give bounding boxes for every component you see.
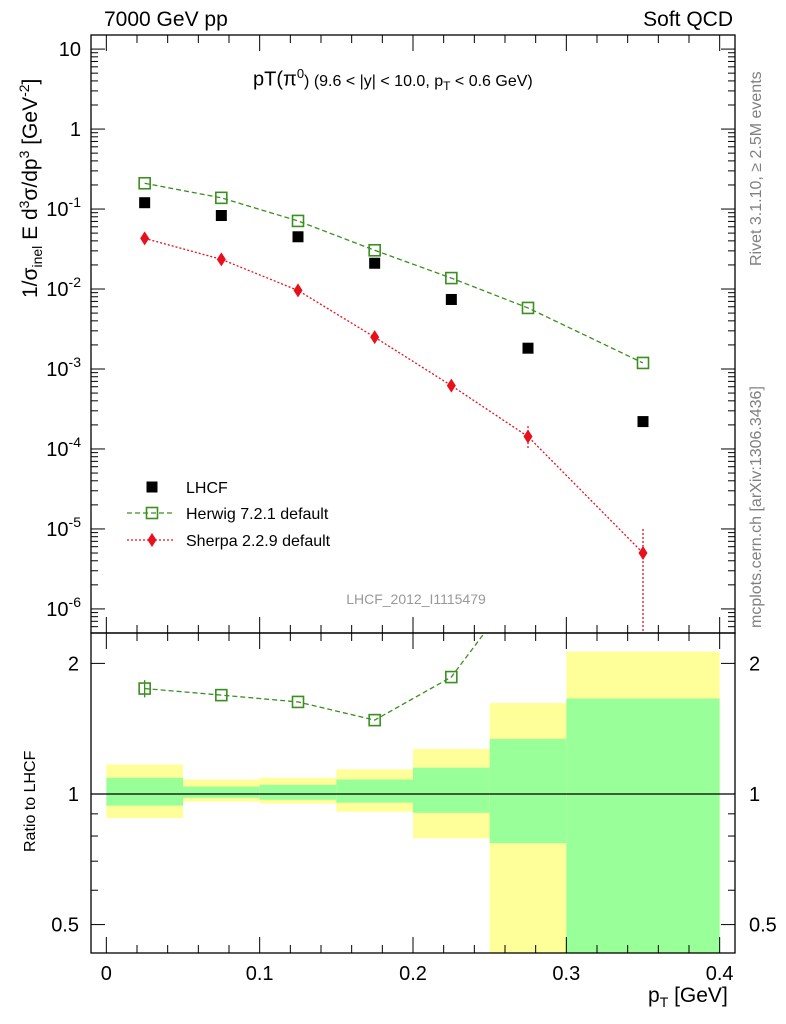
ratio-point	[445, 670, 458, 684]
legend-label: LHCF	[186, 480, 228, 497]
y-tick-label: 10-1	[46, 194, 81, 221]
legend-label: Sherpa 2.2.9 default	[186, 533, 331, 550]
x-tick-label: 0	[101, 963, 112, 985]
band-green	[259, 784, 337, 800]
ratio-series-0	[138, 471, 649, 727]
data-point	[523, 429, 533, 444]
header-right: Soft QCD	[643, 8, 733, 31]
mcplots-label: mcplots.cern.ch [arXiv:1306.3436]	[748, 386, 765, 628]
legend: LHCF Herwig 7.2.1 default Sherpa 2.2.9 def…	[127, 480, 331, 550]
data-point	[370, 330, 380, 345]
x-axis-title: pT [GeV]	[648, 984, 728, 1011]
ratio-point	[638, 471, 649, 482]
data-point	[636, 356, 650, 370]
legend-item: Herwig 7.2.1 default	[127, 506, 329, 523]
legend-item: Sherpa 2.2.9 default	[127, 533, 331, 550]
legend-item: LHCF	[146, 480, 228, 497]
rivet-label: Rivet 3.1.10, ≥ 2.5M events	[748, 71, 765, 266]
band-green	[106, 777, 183, 806]
legend-marker	[146, 481, 158, 493]
data-point	[522, 342, 534, 354]
data-point	[291, 214, 305, 228]
ratio-point	[215, 688, 228, 702]
y-tick-label: 1	[70, 119, 81, 141]
x-tick-label: 0.3	[552, 963, 580, 985]
data-point	[637, 416, 649, 428]
ratio-y-tick-label-left: 0.5	[51, 915, 79, 937]
analysis-watermark: LHCF_2012_I1115479	[346, 591, 486, 607]
series-1	[138, 176, 650, 370]
series-0	[139, 197, 649, 428]
ratio-line	[144, 633, 486, 721]
data-point	[446, 378, 456, 393]
data-point	[445, 271, 458, 285]
series-line	[144, 182, 644, 364]
x-tick-label: 0.1	[246, 963, 274, 985]
y-tick-label: 10	[59, 39, 81, 61]
header-left: 7000 GeV pp	[104, 8, 228, 31]
data-point	[368, 243, 381, 257]
x-tick-label: 0.2	[399, 963, 427, 985]
series-2	[140, 231, 648, 633]
ratio-point	[291, 695, 305, 709]
data-point	[369, 257, 381, 269]
ratio-y-tick-label-left: 1	[68, 784, 79, 806]
x-tick-label: 0.4	[706, 963, 734, 985]
data-point	[138, 176, 151, 190]
main-series-layer	[138, 176, 650, 633]
ratio-y-tick-label-left: 2	[68, 653, 79, 675]
band-green	[566, 698, 720, 953]
legend-marker	[145, 506, 159, 520]
ratio-bands	[106, 651, 720, 953]
y-tick-label: 10-4	[46, 434, 81, 461]
ratio-point	[523, 569, 534, 580]
data-point	[445, 293, 457, 305]
y-tick-label: 10-6	[46, 594, 81, 621]
band-green	[336, 779, 413, 803]
data-point	[292, 231, 304, 243]
main-y-axis-title: 1/σinel E d3σ/dp3 [GeV-2]	[16, 78, 46, 298]
ratio-y-tick-label-right: 0.5	[749, 915, 777, 937]
data-point	[215, 191, 228, 205]
ratio-point	[368, 713, 381, 727]
y-tick-label: 10-2	[46, 274, 81, 301]
ratio-y-tick-label-right: 2	[749, 653, 760, 675]
band-green	[489, 738, 567, 844]
data-point	[139, 197, 151, 209]
band-green	[413, 767, 490, 813]
legend-label: Herwig 7.2.1 default	[186, 506, 329, 523]
data-point	[215, 210, 227, 222]
ratio-series-layer	[138, 471, 649, 727]
ratio-y-axis-title: Ratio to LHCF	[22, 750, 39, 852]
data-point	[521, 301, 535, 315]
data-point	[638, 546, 648, 561]
ratio-point	[138, 682, 151, 695]
legend-marker	[147, 533, 157, 547]
data-point	[293, 283, 303, 298]
y-tick-label: 10-3	[46, 354, 81, 381]
data-point	[216, 252, 226, 267]
band-green	[183, 786, 260, 798]
ratio-y-tick-label-right: 1	[749, 784, 760, 806]
y-tick-label: 10-5	[46, 514, 81, 541]
plot-title: pT(π0) (9.6 < |y| < 10.0, pT < 0.6 GeV)	[253, 66, 533, 93]
data-point	[140, 231, 150, 246]
